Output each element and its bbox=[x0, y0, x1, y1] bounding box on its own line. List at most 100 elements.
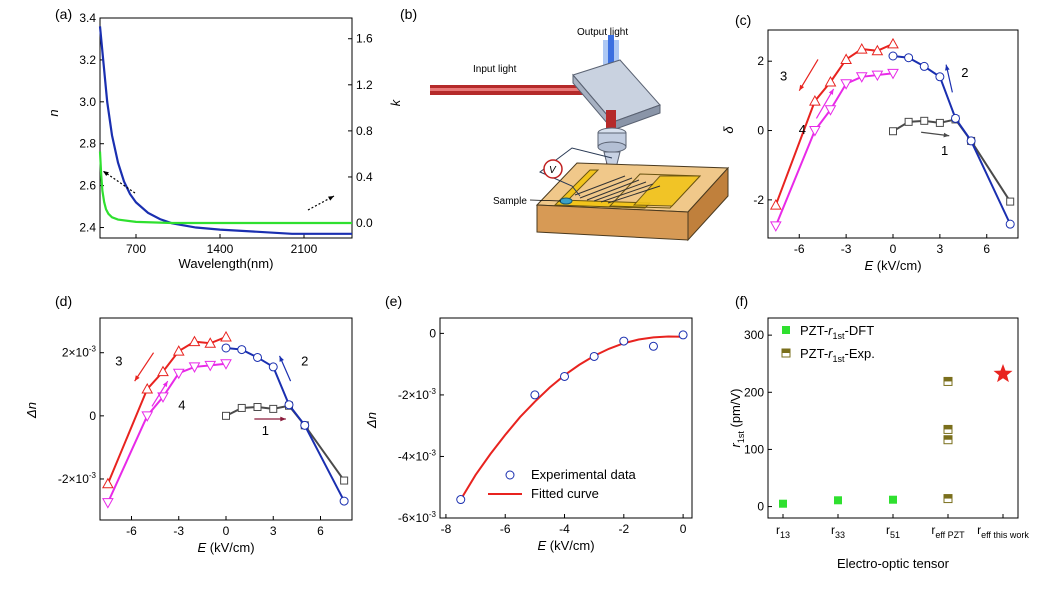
data-point-1-2 bbox=[919, 61, 929, 71]
category-label-0: r13 bbox=[776, 523, 790, 540]
y-tick-label-3: 0 bbox=[429, 326, 436, 340]
panel-label-d: (d) bbox=[55, 293, 72, 309]
x-tick-label-4: 0 bbox=[680, 522, 687, 536]
legend-label-exp: PZT-r1st-Exp. bbox=[800, 346, 875, 364]
experimental-point-0 bbox=[456, 495, 466, 505]
y2-tick-label-0: 0.0 bbox=[356, 216, 373, 230]
data-point-1-1 bbox=[237, 345, 247, 355]
data-point-0-6 bbox=[1006, 197, 1015, 206]
x-tick-label-1: 1400 bbox=[207, 242, 234, 256]
x-tick-label-3: 3 bbox=[270, 524, 277, 538]
y-tick-label-1: 0 bbox=[757, 124, 764, 138]
series-line-1 bbox=[98, 151, 352, 225]
voltmeter-icon: V bbox=[539, 147, 613, 197]
y-axis-label: Δn bbox=[24, 402, 39, 419]
mirror-icon bbox=[572, 59, 661, 132]
y-tick-label-1: 100 bbox=[744, 442, 764, 456]
data-point-2-3 bbox=[172, 345, 185, 356]
x-axis-label: E (kV/cm) bbox=[537, 538, 594, 553]
y-axis-label: r1st (pm/V) bbox=[728, 389, 746, 448]
x-axis-label: E (kV/cm) bbox=[864, 258, 921, 273]
data-point-3-2 bbox=[855, 72, 868, 83]
plot-frame bbox=[99, 17, 353, 239]
data-point-2-1 bbox=[871, 44, 884, 56]
exp-point-3 bbox=[943, 494, 953, 504]
data-point-1-1 bbox=[904, 53, 914, 63]
chart-a: 700 1400 2100 2.4 2.6 2.8 3.0 3.2 3.4 0.0 0.4 0.8 1.… bbox=[46, 11, 403, 271]
experimental-point-6 bbox=[678, 330, 688, 340]
legend: Experimental data Fitted curve bbox=[488, 467, 637, 501]
y-axis-label: n bbox=[46, 109, 61, 116]
x-axis-label: Electro-optic tensor bbox=[837, 556, 950, 571]
panel-label-f: (f) bbox=[735, 293, 748, 309]
data-point-0-2 bbox=[253, 403, 262, 412]
data-point-3-4 bbox=[824, 105, 837, 116]
data-point-2-6 bbox=[102, 477, 114, 489]
legend-label-dft: PZT-r1st-DFT bbox=[800, 323, 874, 341]
experimental-point-3 bbox=[589, 351, 599, 361]
data-point-1-4 bbox=[951, 113, 960, 123]
legend-marker-experimental bbox=[505, 470, 515, 480]
data-point-2-5 bbox=[141, 382, 154, 394]
dft-point-1 bbox=[834, 496, 842, 505]
data-point-1-5 bbox=[300, 420, 310, 430]
input-light-label: Input light bbox=[473, 64, 517, 75]
x-tick-label-0: -8 bbox=[441, 522, 452, 536]
data-point-3-6 bbox=[102, 498, 114, 509]
y-tick-label-0: 0 bbox=[757, 500, 764, 514]
y-tick-label-4: 3.2 bbox=[79, 53, 96, 67]
annotation-3: 3 bbox=[115, 353, 122, 368]
arrow-path-4 bbox=[815, 88, 835, 119]
x-tick-label-4: 6 bbox=[317, 524, 324, 538]
y-tick-label-2: -2×10-3 bbox=[398, 387, 437, 402]
voltmeter-label: V bbox=[549, 165, 557, 176]
data-point-0-6 bbox=[340, 476, 349, 485]
y-tick-label-0: -2×10-3 bbox=[58, 471, 97, 486]
data-point-2-4 bbox=[824, 75, 837, 87]
data-point-3-1 bbox=[204, 360, 217, 372]
data-point-0-1 bbox=[237, 403, 246, 412]
data-point-1-0 bbox=[888, 51, 898, 61]
x-tick-label-1: -3 bbox=[173, 524, 184, 538]
data-point-2-2 bbox=[188, 335, 201, 347]
x-tick-label-2: 0 bbox=[223, 524, 230, 538]
x-axis-label: Wavelength(nm) bbox=[179, 256, 274, 271]
data-point-0-0 bbox=[222, 411, 230, 420]
arrow-path-1 bbox=[921, 131, 950, 138]
data-point-0-2 bbox=[920, 116, 929, 125]
x-tick-label-3: 3 bbox=[937, 242, 944, 256]
data-point-0-3 bbox=[269, 404, 278, 413]
category-label-4: reff this work bbox=[977, 523, 1029, 540]
data-point-2-6 bbox=[769, 199, 782, 210]
star-point-this-work bbox=[993, 364, 1013, 383]
annotation-4: 4 bbox=[178, 398, 185, 413]
plot-frame bbox=[439, 317, 693, 519]
arrow-path-2 bbox=[945, 64, 953, 93]
x-tick-label-0: -6 bbox=[794, 242, 805, 256]
legend-label-experimental: Experimental data bbox=[531, 467, 637, 482]
chart-f: 0 100 200 300 r13 r33 r51 reff PZT reff this wor… bbox=[728, 317, 1029, 571]
exp-point-0 bbox=[943, 376, 953, 386]
series-line-3 bbox=[774, 72, 894, 227]
chart-d: -6 -3 0 3 6 -2×10-3 0 2×10-3 E (kV/cm) Δn 1 2 3 4 bbox=[24, 317, 353, 555]
y-tick-label-2: 2.8 bbox=[79, 137, 96, 151]
y-tick-label-1: -4×10-3 bbox=[398, 448, 437, 463]
y-axis-label: δ bbox=[721, 126, 736, 134]
x-axis-label: E (kV/cm) bbox=[197, 540, 254, 555]
arrow-path-3 bbox=[798, 59, 819, 91]
x-tick-label-1: -3 bbox=[841, 242, 852, 256]
data-point-3-3 bbox=[172, 368, 185, 380]
x-tick-label-4: 6 bbox=[983, 242, 990, 256]
data-point-3-5 bbox=[809, 126, 821, 137]
x-tick-label-2: 2100 bbox=[291, 242, 318, 256]
data-point-3-4 bbox=[157, 392, 169, 403]
dotted-arrow-left bbox=[102, 170, 136, 194]
fitted-curve-line bbox=[459, 335, 684, 501]
y-tick-label-1: 2.6 bbox=[79, 179, 96, 193]
objective-lens-icon bbox=[597, 127, 627, 169]
y-axis-label: Δn bbox=[364, 412, 379, 429]
annotation-1: 1 bbox=[941, 143, 948, 158]
legend-label-fitted: Fitted curve bbox=[531, 486, 599, 501]
data-point-2-4 bbox=[157, 365, 169, 377]
